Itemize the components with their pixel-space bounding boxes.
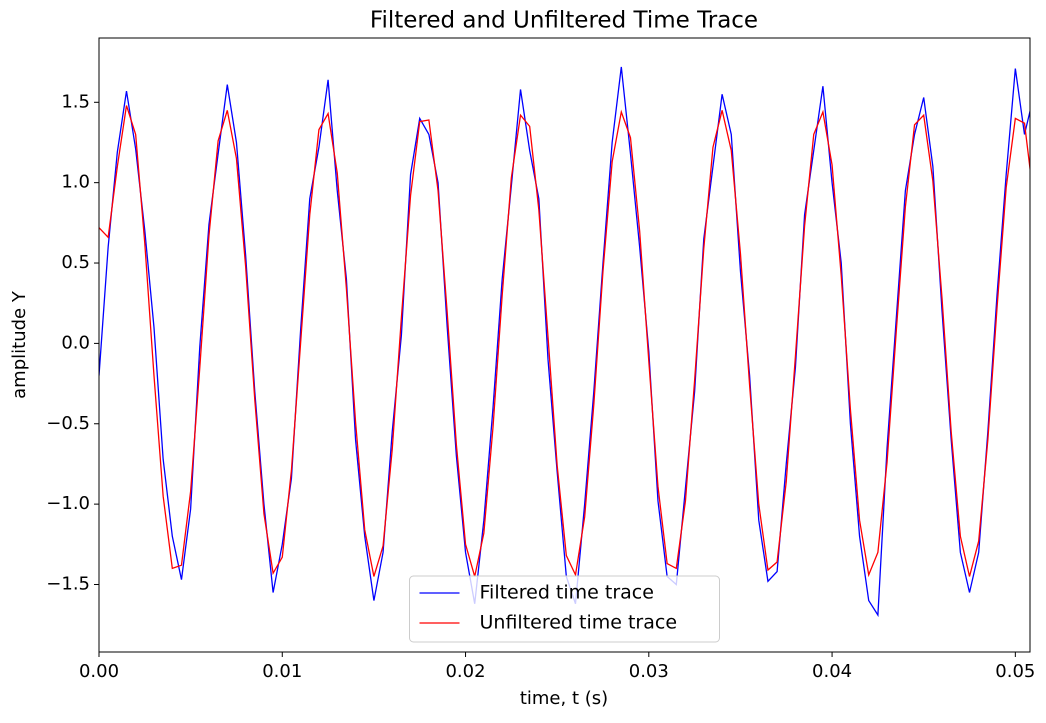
legend-label: Unfiltered time trace <box>480 612 678 634</box>
y-axis-label: amplitude Y <box>9 290 30 399</box>
y-tick-label: −1.0 <box>46 493 90 514</box>
y-tick-label: 1.0 <box>61 172 90 193</box>
chart-title: Filtered and Unfiltered Time Trace <box>370 8 758 34</box>
x-tick-label: 0.02 <box>445 661 485 682</box>
axes-frame <box>98 37 1031 653</box>
data-line <box>99 66 1030 618</box>
y-tick-label: 0.5 <box>61 252 90 273</box>
x-tick-label: 0.00 <box>79 661 119 682</box>
x-tick-label: 0.04 <box>812 661 852 682</box>
plot-area <box>99 66 1030 618</box>
y-tick-label: 1.5 <box>61 91 90 112</box>
x-axis-label: time, t (s) <box>520 688 608 709</box>
x-tick-label: 0.03 <box>629 661 669 682</box>
legend-label: Filtered time trace <box>480 582 654 604</box>
x-tick-label: 0.05 <box>995 661 1035 682</box>
data-line <box>99 105 1030 578</box>
legend-box <box>409 575 720 643</box>
y-tick-label: −0.5 <box>46 413 90 434</box>
y-tick-label: −1.5 <box>46 573 90 594</box>
x-tick-label: 0.01 <box>262 661 302 682</box>
y-tick-label: 0.0 <box>61 332 90 353</box>
